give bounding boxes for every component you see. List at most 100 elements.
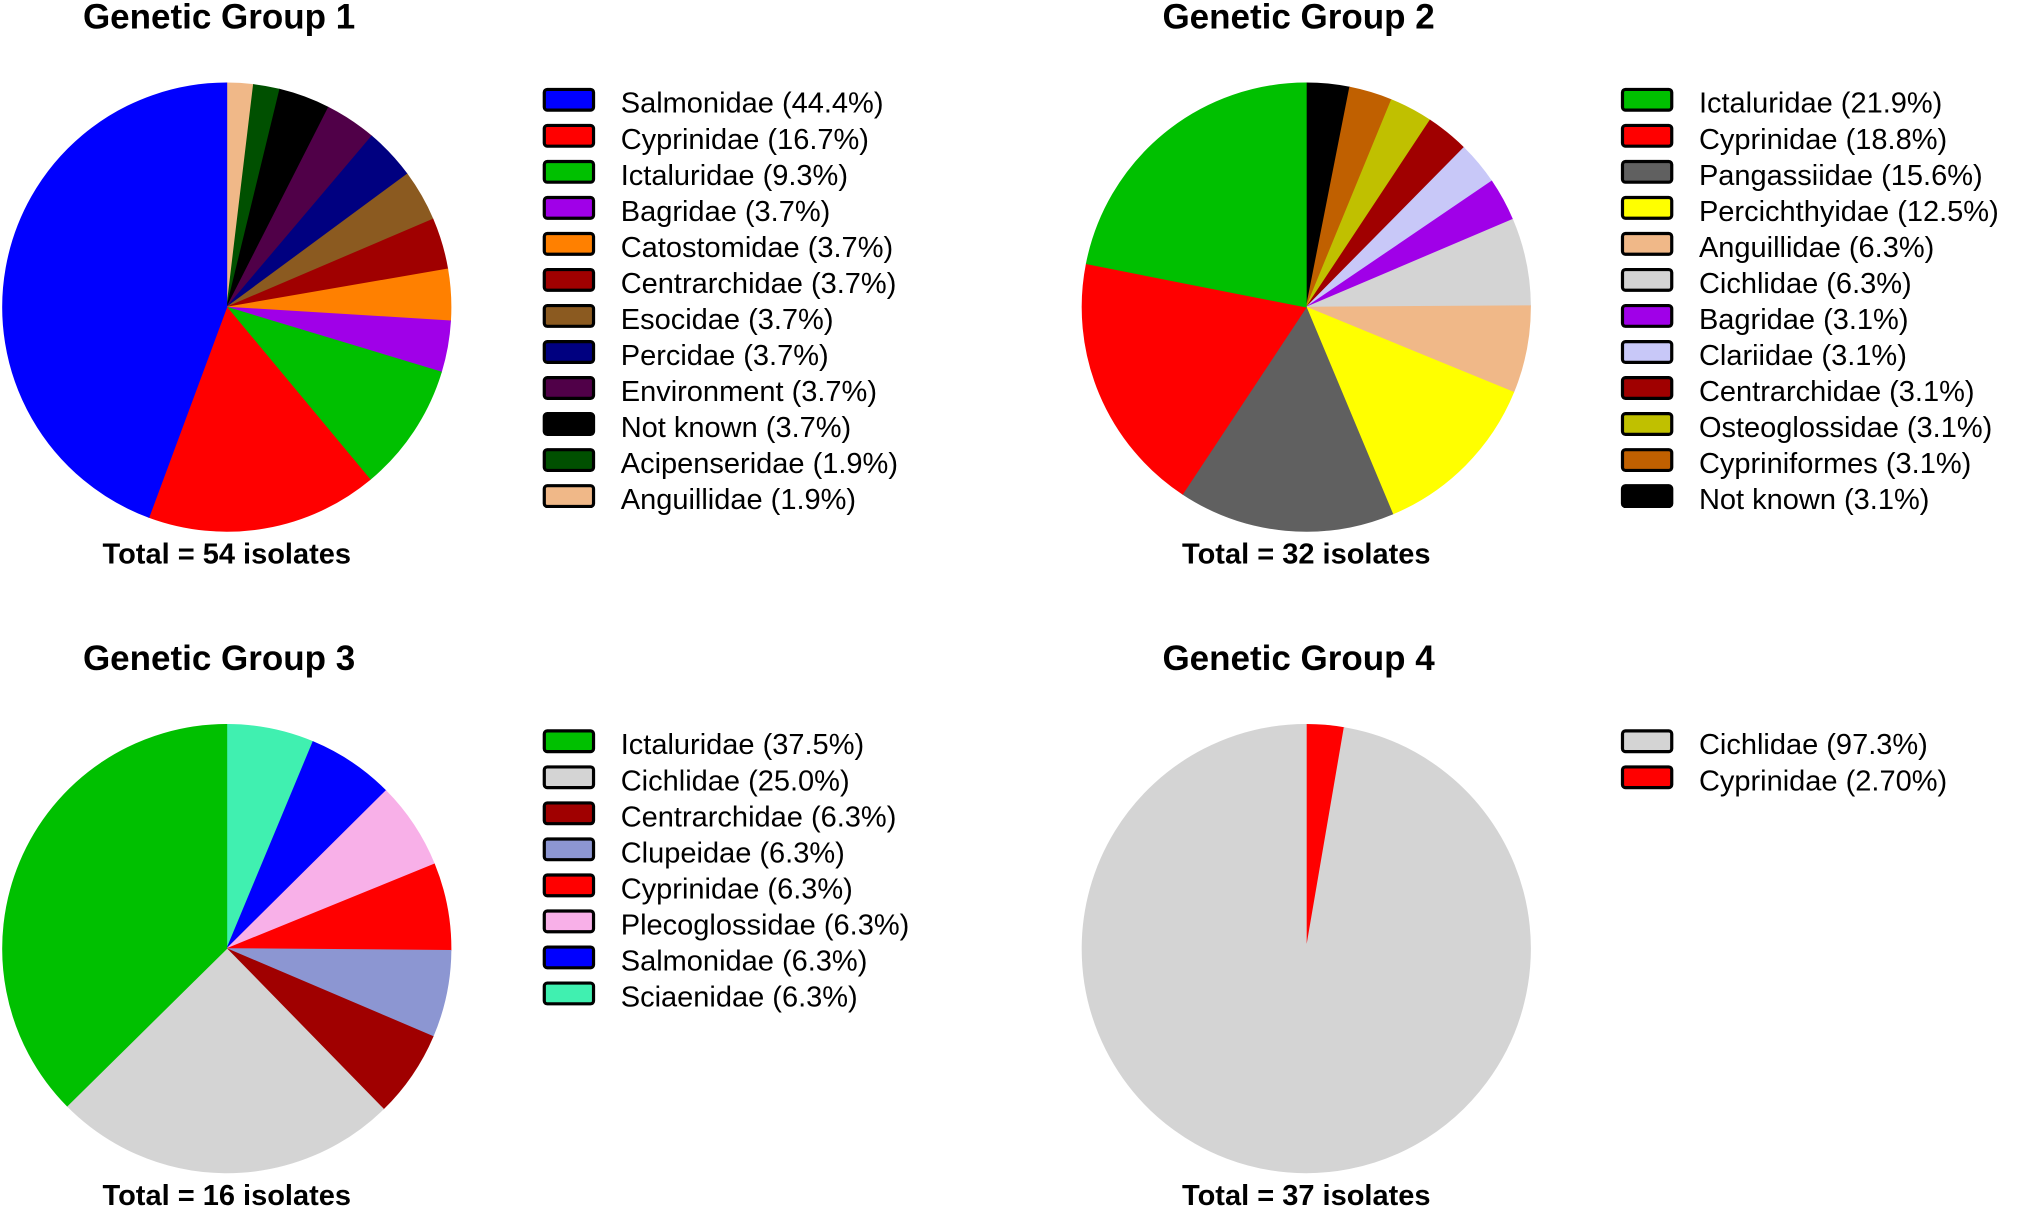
legend-swatch [1620,231,1674,256]
legend-item: Cichlidae (25.0%) [542,765,850,797]
legend-swatch [542,448,596,473]
legend-label: Cyprinidae (18.8%) [1699,124,1947,156]
legend-swatch [1620,412,1674,436]
legend-label: Cyprinidae (16.7%) [621,124,869,156]
legend-label: Cyprinidae (6.3%) [621,873,853,905]
legend-swatch [542,945,596,970]
pie-panel-3: Genetic Group 3 Ictaluridae (37.5%) Cichli… [2,639,910,1209]
pie-slice-percichthyidae [1305,306,1515,515]
legend-swatch [542,267,596,292]
legend-label: Bagridae (3.7%) [621,196,831,228]
legend-swatch [1620,765,1674,790]
pie-slice-cichlidae [1081,724,1531,1174]
pie-slice-cyprinidae [1081,263,1307,495]
legend-label: Not known (3.1%) [1699,484,1930,516]
legend-label: Ictaluridae (21.9%) [1699,88,1942,120]
legend-label: Environment (3.7%) [621,376,877,408]
chart-title: Genetic Group 3 [83,639,355,678]
legend-label: Cichlidae (25.0%) [621,765,850,797]
legend-item: Centrarchidae (3.7%) [542,267,897,300]
legend-item: Plecoglossidae (6.3%) [542,909,910,941]
legend-swatch [1620,123,1674,148]
legend-item: Salmonidae (6.3%) [542,945,868,977]
legend-label: Centrarchidae (3.7%) [621,268,897,300]
legend-item: Cyprinidae (2.70%) [1620,765,1947,797]
legend-swatch [1620,448,1674,473]
legend-item: Catostomidae (3.7%) [542,231,893,264]
legend-label: Cichlidae (97.3%) [1699,729,1928,761]
pie-slice-cyprinidae [148,306,371,532]
legend-label: Centrarchidae (6.3%) [621,801,897,833]
legend-item: Cyprinidae (18.8%) [1620,123,1947,156]
legend-item: Anguillidae (6.3%) [1620,231,1934,264]
legend-label: Clupeidae (6.3%) [621,837,845,869]
legend-item: Bagridae (3.7%) [542,195,831,228]
legend-swatch [542,981,596,1006]
legend-item: Cyprinidae (6.3%) [542,873,853,905]
legend-item: Cichlidae (97.3%) [1620,729,1928,761]
legend-item: Not known (3.1%) [1620,484,1930,516]
legend-swatch [542,123,596,148]
legend-swatch [542,303,596,328]
legend-swatch [542,837,596,862]
legend-swatch [542,484,596,509]
legend-item: Bagridae (3.1%) [1620,303,1909,336]
legend-item: Ictaluridae (37.5%) [542,729,864,761]
pie-slice-ictaluridae [1085,82,1307,308]
legend-swatch [1620,303,1674,328]
legend-label: Salmonidae (6.3%) [621,945,868,977]
legend-swatch [1620,376,1674,400]
legend-label: Clariidae (3.1%) [1699,340,1907,372]
legend-item: Clupeidae (6.3%) [542,837,845,869]
total-isolates-label: Total = 54 isolates [103,539,351,571]
total-isolates-label: Total = 32 isolates [1182,539,1430,571]
legend-swatch [542,340,596,364]
pie-slice-salmonidae [2,82,228,518]
chart-title: Genetic Group 1 [83,0,355,37]
chart-title: Genetic Group 4 [1162,639,1435,678]
legend-label: Catostomidae (3.7%) [621,232,893,264]
legend-label: Anguillidae (6.3%) [1699,232,1934,264]
legend-swatch [542,873,596,898]
legend-label: Salmonidae (44.4%) [621,88,884,120]
legend-swatch [1620,267,1674,292]
legend-item: Cichlidae (6.3%) [1620,267,1912,300]
legend-item: Cypriniformes (3.1%) [1620,448,1971,480]
legend-swatch [542,412,596,436]
legend-label: Cichlidae (6.3%) [1699,268,1912,300]
pie-panel-2: Genetic Group 2 Ictaluridae (21.9%) Cyprin… [1081,0,1999,571]
legend-swatch [1620,195,1674,220]
legend-item: Percidae (3.7%) [542,340,829,372]
legend-swatch [1620,729,1674,754]
legend-label: Cyprinidae (2.70%) [1699,765,1947,797]
legend-item: Centrarchidae (3.1%) [1620,376,1975,408]
legend-label: Pangassiidae (15.6%) [1699,160,1983,192]
legend-label: Anguillidae (1.9%) [621,484,856,516]
legend-label: Sciaenidae (6.3%) [621,981,858,1013]
legend-swatch [542,231,596,256]
legend-label: Osteoglossidae (3.1%) [1699,412,1992,444]
legend-label: Not known (3.7%) [621,412,852,444]
legend-swatch [1620,87,1674,112]
legend-label: Esocidae (3.7%) [621,304,834,336]
pie-slice-pangassiidae [1182,306,1394,532]
pie-panel-1: Genetic Group 1 Salmonidae (44.4%) Cyprini… [2,0,898,571]
legend-swatch [542,765,596,790]
chart-title: Genetic Group 2 [1162,0,1434,37]
legend-item: Percichthyidae (12.5%) [1620,195,1999,228]
legend-swatch [1620,484,1674,509]
legend-swatch [542,909,596,934]
legend-item: Anguillidae (1.9%) [542,484,856,516]
legend-swatch [1620,340,1674,364]
legend-swatch [542,195,596,220]
legend-label: Bagridae (3.1%) [1699,304,1909,336]
legend-item: Sciaenidae (6.3%) [542,981,858,1013]
total-isolates-label: Total = 37 isolates [1182,1180,1430,1209]
total-isolates-label: Total = 16 isolates [103,1180,351,1209]
legend-label: Centrarchidae (3.1%) [1699,376,1975,408]
legend-label: Plecoglossidae (6.3%) [621,909,910,941]
legend-item: Osteoglossidae (3.1%) [1620,412,1992,444]
legend-label: Ictaluridae (9.3%) [621,160,848,192]
legend-swatch [1620,159,1674,184]
